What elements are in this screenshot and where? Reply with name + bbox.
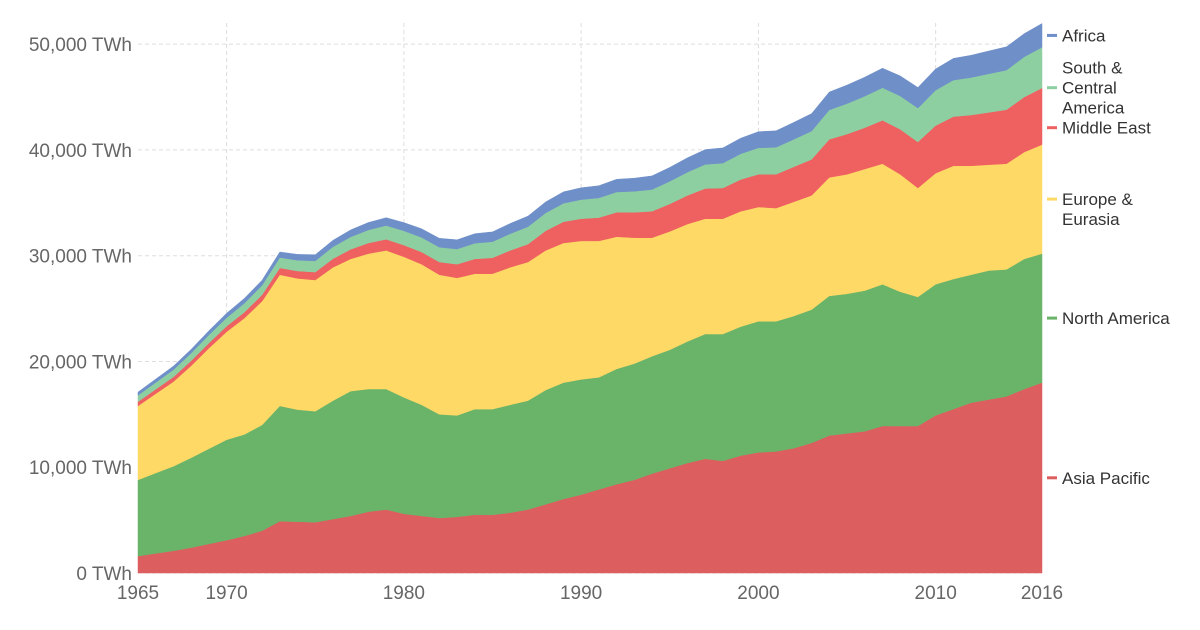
y-tick-label: 40,000 TWh <box>29 141 132 162</box>
x-tick-label: 1970 <box>205 583 247 604</box>
area-series-layer <box>137 23 1043 574</box>
legend-label: South & <box>1062 59 1123 78</box>
legend-label: North America <box>1062 309 1170 328</box>
x-tick-label: 2016 <box>1021 583 1063 604</box>
y-tick-label: 0 TWh <box>76 564 132 585</box>
x-tick-label: 1980 <box>383 583 425 604</box>
legend-label: Eurasia <box>1062 210 1120 229</box>
area-africa <box>137 23 1043 396</box>
x-tick-label: 2000 <box>737 583 779 604</box>
legend-label: Central <box>1062 79 1117 98</box>
legend-label: America <box>1062 99 1125 118</box>
y-tick-label: 20,000 TWh <box>29 352 132 373</box>
legend-label: Europe & <box>1062 190 1134 209</box>
y-axis: 0 TWh 10,000 TWh 20,000 TWh 30,000 TWh 40,00… <box>29 35 132 585</box>
legend-item-asia-pacific: Asia Pacific <box>1047 469 1150 488</box>
legend-item-africa: Africa <box>1047 26 1106 45</box>
x-axis: 1965 1970 1980 1990 2000 2010 2016 <box>117 583 1063 604</box>
legend-label: Middle East <box>1062 119 1151 138</box>
x-tick-label: 1990 <box>560 583 602 604</box>
y-tick-label: 30,000 TWh <box>29 247 132 268</box>
legend-item-north-america: North America <box>1047 309 1170 328</box>
legend-item-europe-and-eurasia: Europe &Eurasia <box>1047 190 1134 229</box>
x-tick-label: 2010 <box>915 583 957 604</box>
legend-item-middle-east: Middle East <box>1047 119 1151 138</box>
y-tick-label: 50,000 TWh <box>29 35 132 56</box>
x-tick-label: 1965 <box>117 583 159 604</box>
legend-label: Asia Pacific <box>1062 469 1150 488</box>
legend-label: Africa <box>1062 26 1106 45</box>
y-tick-label: 10,000 TWh <box>29 458 132 479</box>
